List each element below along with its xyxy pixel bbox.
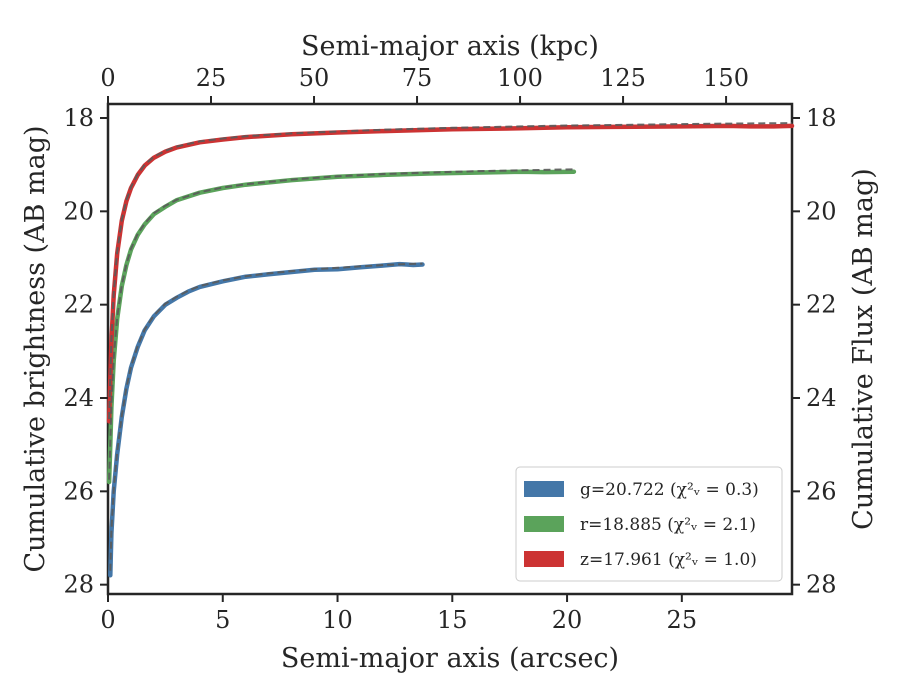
legend-label-z: z=17.961 (χ²ᵥ = 1.0) (580, 550, 757, 570)
y-tick-label-left: 24 (63, 384, 94, 412)
y-tick-label-left: 18 (63, 104, 94, 132)
x-tick-label-bottom: 0 (100, 606, 115, 634)
y-tick-label-right: 22 (806, 291, 837, 319)
x-axis-title-bottom: Semi-major axis (arcsec) (281, 643, 619, 674)
y-tick-label-left: 20 (63, 197, 94, 225)
x-tick-label-bottom: 5 (215, 606, 230, 634)
y-tick-label-left: 26 (63, 477, 94, 505)
x-tick-label-bottom: 10 (322, 606, 353, 634)
plot-frame (106, 102, 794, 596)
series-line-z (106, 123, 795, 424)
y-tick-label-left: 28 (63, 571, 94, 599)
x-tick-label-bottom: 15 (437, 606, 468, 634)
y-tick-label-right: 28 (806, 571, 837, 599)
x-tick-label-top: 125 (600, 64, 646, 92)
x-tick-label-top: 0 (100, 64, 115, 92)
y-tick-label-right: 18 (806, 104, 837, 132)
y-tick-label-left: 22 (63, 291, 94, 319)
y-tick-label-right: 24 (806, 384, 837, 412)
x-tick-label-bottom: 20 (552, 606, 583, 634)
x-tick-label-top: 25 (196, 64, 227, 92)
y-tick-label-right: 26 (806, 477, 837, 505)
model-line-z (108, 122, 793, 420)
model-line-g (109, 262, 423, 571)
x-tick-label-top: 150 (703, 64, 749, 92)
legend-swatch-g (524, 481, 564, 497)
x-axis-title-top: Semi-major axis (kpc) (301, 31, 599, 62)
legend-swatch-r (524, 516, 564, 532)
lines-layer (106, 122, 795, 578)
legend-label-g: g=20.722 (χ²ᵥ = 0.3) (580, 480, 759, 500)
x-tick-label-bottom: 25 (667, 606, 698, 634)
model-line-r (108, 168, 574, 480)
legend-items: g=20.722 (χ²ᵥ = 0.3) r=18.885 (χ²ᵥ = 2.1)… (524, 480, 759, 570)
legend-swatch-z (524, 551, 564, 567)
y-axis-title-left: Cumulative brightness (AB mag) (20, 125, 51, 572)
x-tick-label-top: 50 (299, 64, 330, 92)
legend-box (515, 466, 783, 582)
x-tick-label-top: 75 (402, 64, 433, 92)
ticks-layer: 0 5 10 15 20 25 0 25 50 75 100 125 150 18 18 20 20 22 22 24… (63, 64, 836, 634)
legend-label-r: r=18.885 (χ²ᵥ = 2.1) (580, 515, 756, 535)
y-axis-title-right: Cumulative Flux (AB mag) (848, 168, 879, 530)
y-tick-label-right: 20 (806, 197, 837, 225)
series-line-r (106, 169, 577, 485)
legend: g=20.722 (χ²ᵥ = 0.3) r=18.885 (χ²ᵥ = 2.1)… (515, 466, 783, 582)
x-tick-label-top: 100 (497, 64, 543, 92)
